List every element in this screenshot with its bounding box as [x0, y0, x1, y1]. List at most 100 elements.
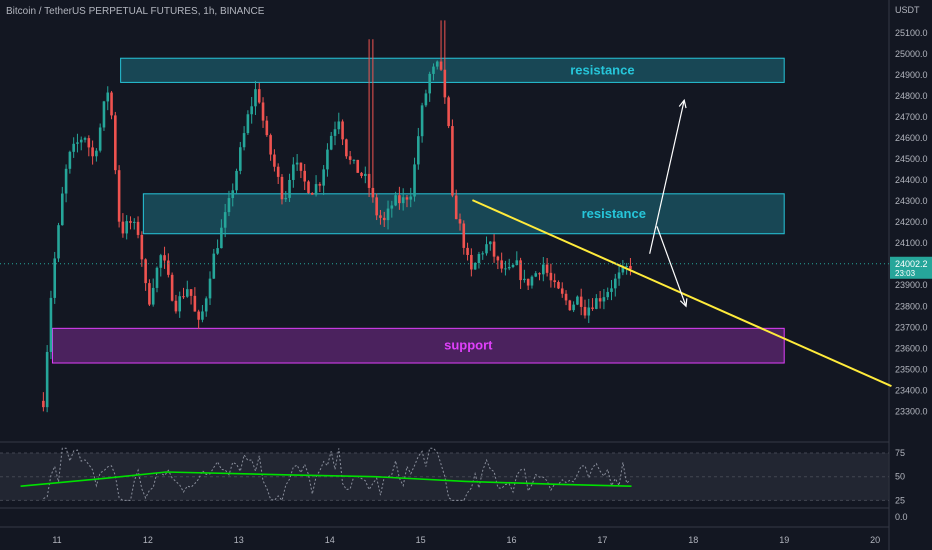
last-price-badge	[890, 256, 932, 279]
candle-body	[79, 139, 83, 143]
time-tick: 14	[325, 535, 335, 545]
candle-body	[579, 296, 583, 307]
candle-body	[159, 255, 163, 268]
candle-body	[345, 139, 348, 157]
candle-body	[98, 127, 102, 151]
candle-body	[273, 154, 276, 167]
candle-body	[140, 234, 144, 260]
candle-body	[42, 400, 45, 408]
candle-body	[625, 265, 628, 267]
candle-body	[151, 287, 155, 305]
candle-body	[371, 187, 375, 198]
candle-body	[223, 212, 227, 228]
candle-body	[265, 120, 269, 136]
candle-body	[473, 262, 477, 270]
candle-body	[95, 150, 98, 157]
price-tick: 25100.0	[895, 28, 928, 38]
candle-body	[348, 156, 352, 160]
candle-body	[413, 164, 416, 197]
candle-body	[155, 267, 159, 288]
candle-body	[83, 138, 87, 140]
candle-body	[261, 102, 265, 121]
candle-body	[564, 293, 568, 301]
time-tick: 16	[506, 535, 516, 545]
candle-body	[587, 307, 591, 316]
price-tick: 23700.0	[895, 322, 928, 332]
candle-body	[424, 93, 428, 106]
candle-body	[129, 221, 132, 223]
candle-body	[356, 159, 360, 173]
candle-body	[591, 307, 594, 309]
zones: resistance resistance support	[51, 57, 785, 364]
trendline	[472, 199, 892, 388]
candle-body	[481, 253, 485, 255]
candle-body	[337, 121, 341, 130]
candle-body	[288, 179, 291, 198]
candle-body	[526, 278, 530, 286]
candle-body	[523, 278, 526, 281]
candle-body	[280, 176, 284, 200]
candle-body	[439, 61, 443, 70]
rsi-tick: 25	[895, 495, 905, 505]
time-tick: 11	[52, 535, 61, 545]
candle-body	[568, 300, 572, 311]
candle-body	[352, 159, 356, 161]
candle-body	[68, 151, 72, 169]
candle-body	[292, 164, 295, 180]
zone-label-support: support	[444, 338, 493, 353]
projection-arrow	[649, 100, 685, 254]
candle-body	[458, 219, 462, 224]
candle-body	[428, 73, 431, 94]
zone-label-resistance: resistance	[582, 206, 646, 221]
time-tick: 20	[870, 535, 880, 545]
projection-arrow	[656, 226, 687, 307]
candle-body	[91, 147, 94, 157]
candle-body	[114, 115, 117, 171]
axis-currency: USDT	[895, 5, 920, 15]
candles	[42, 20, 632, 413]
candle-body	[367, 173, 371, 188]
candle-body	[163, 255, 166, 261]
candle-body	[382, 217, 386, 221]
candle-body	[257, 89, 261, 103]
candle-body	[417, 136, 420, 165]
time-tick: 13	[234, 535, 244, 545]
candle-body	[613, 278, 617, 289]
time-tick: 12	[143, 535, 153, 545]
candle-body	[454, 195, 458, 220]
candle-body	[110, 92, 113, 116]
candle-body	[189, 289, 193, 296]
candle-body	[515, 260, 519, 265]
price-tick: 24700.0	[895, 112, 928, 122]
candle-body	[398, 195, 401, 204]
candle-body	[500, 260, 503, 269]
candle-body	[204, 298, 208, 312]
candle-body	[572, 304, 575, 311]
candle-body	[106, 92, 110, 102]
candle-body	[174, 300, 178, 312]
candle-body	[492, 241, 496, 257]
candle-body	[170, 274, 174, 301]
candle-body	[121, 221, 125, 234]
price-tick: 24500.0	[895, 154, 928, 164]
candle-body	[542, 264, 545, 275]
candle-body	[136, 221, 140, 235]
countdown-label: 23:03	[895, 269, 916, 278]
candle-body	[598, 298, 602, 302]
candle-body	[504, 268, 507, 270]
candle-body	[329, 135, 333, 150]
candle-body	[432, 66, 435, 74]
zone-label-resistance: resistance	[570, 62, 634, 77]
price-tick: 24900.0	[895, 70, 928, 80]
time-tick: 19	[779, 535, 789, 545]
price-tick: 23500.0	[895, 364, 928, 374]
candle-body	[602, 297, 606, 302]
candle-body	[462, 223, 466, 248]
rsi-ma-line	[20, 471, 632, 487]
price-tick: 23300.0	[895, 406, 928, 416]
rsi-tick: 75	[895, 448, 905, 458]
candle-body	[242, 133, 246, 148]
candle-body	[617, 272, 621, 279]
candle-body	[231, 190, 235, 199]
